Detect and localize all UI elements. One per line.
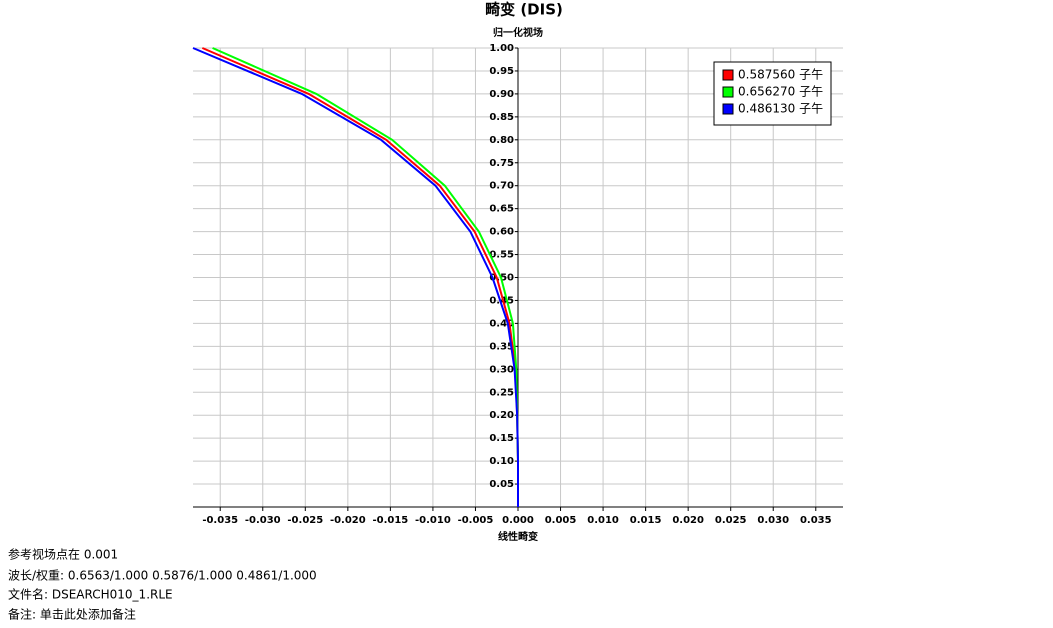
x-tick-label: -0.025 bbox=[287, 515, 323, 526]
x-tick-label: 0.015 bbox=[630, 515, 662, 526]
series-line bbox=[192, 47, 519, 507]
y-tick-label: 0.30 bbox=[489, 364, 514, 375]
y-tick-label: 0.10 bbox=[489, 456, 514, 467]
y-tick-label: 0.15 bbox=[489, 433, 514, 444]
legend-label: 0.587560 子午 bbox=[738, 68, 823, 82]
y-tick-label: 0.75 bbox=[489, 158, 514, 169]
y-tick-label: 0.60 bbox=[489, 227, 514, 238]
legend-label: 0.656270 子午 bbox=[738, 85, 823, 99]
x-tick-label: -0.035 bbox=[202, 515, 238, 526]
y-tick-label: 0.85 bbox=[489, 112, 514, 123]
x-tick-label: 0.000 bbox=[502, 515, 534, 526]
note: 波长/权重: 0.6563/1.000 0.5876/1.000 0.4861/… bbox=[8, 569, 317, 583]
x-tick-label: 0.030 bbox=[757, 515, 789, 526]
y-tick-label: 0.05 bbox=[489, 479, 514, 490]
y-tick-label: 0.95 bbox=[489, 66, 514, 77]
x-tick-label: 0.005 bbox=[545, 515, 577, 526]
x-tick-label: 0.025 bbox=[715, 515, 747, 526]
y-tick-label: 0.70 bbox=[489, 181, 514, 192]
y-tick-label: 0.80 bbox=[489, 135, 514, 146]
note: 文件名: DSEARCH010_1.RLE bbox=[8, 587, 173, 602]
legend-swatch bbox=[722, 69, 734, 81]
x-tick-label: -0.015 bbox=[372, 515, 408, 526]
chart-title: 畸变 (DIS) bbox=[485, 1, 563, 19]
y-tick-label: 0.40 bbox=[489, 318, 514, 329]
x-tick-label: -0.005 bbox=[458, 515, 494, 526]
legend-swatch bbox=[722, 86, 734, 98]
y-axis-label: 归一化视场 bbox=[493, 26, 543, 39]
y-tick-label: 0.35 bbox=[489, 341, 514, 352]
legend-label: 0.486130 子午 bbox=[738, 102, 823, 116]
y-tick-label: 0.65 bbox=[489, 204, 514, 215]
x-tick-label: 0.020 bbox=[672, 515, 704, 526]
y-tick-label: 0.45 bbox=[489, 295, 514, 306]
y-tick-label: 1.00 bbox=[489, 43, 514, 54]
y-tick-label: 0.55 bbox=[489, 250, 514, 261]
x-axis-label: 线性畸变 bbox=[498, 530, 538, 543]
note: 参考视场点在 0.001 bbox=[8, 547, 118, 562]
x-tick-label: 0.035 bbox=[800, 515, 832, 526]
x-tick-label: -0.010 bbox=[415, 515, 451, 526]
y-tick-label: 0.20 bbox=[489, 410, 514, 421]
y-tick-label: 0.25 bbox=[489, 387, 514, 398]
x-tick-label: 0.010 bbox=[587, 515, 619, 526]
x-tick-label: -0.020 bbox=[330, 515, 366, 526]
x-tick-label: -0.030 bbox=[245, 515, 281, 526]
legend-swatch bbox=[722, 103, 734, 115]
y-tick-label: 0.90 bbox=[489, 89, 514, 100]
note: 备注: 单击此处添加备注 bbox=[8, 607, 136, 622]
